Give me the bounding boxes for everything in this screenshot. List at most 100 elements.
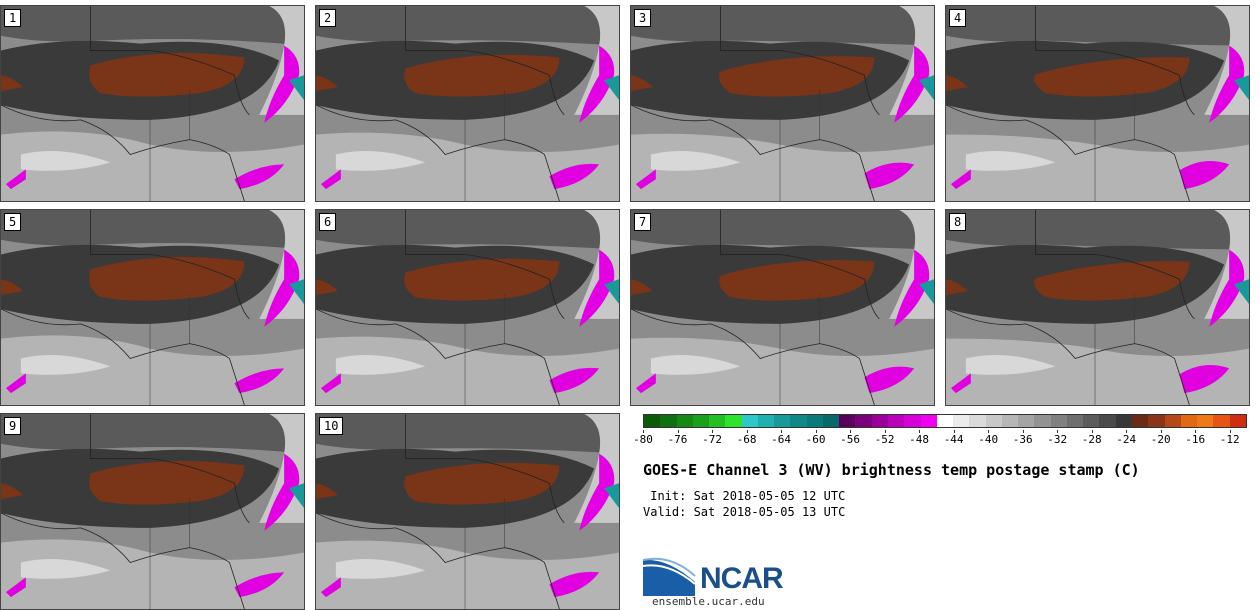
colorbar [643,414,1247,428]
colorbar-swatch [692,415,710,427]
coastline [316,308,560,405]
colorbar-swatch [1066,415,1084,427]
colorbar-tick-mark [884,430,886,433]
colorbar-swatch [871,415,888,427]
colorbar-tick-mark [643,430,644,433]
moist-spot [635,373,656,394]
dry-slot-west [946,75,968,92]
colorbar-swatch [1083,415,1100,427]
cold-cloud-top [919,75,934,101]
mid-layer [316,210,619,250]
light-patch [20,354,111,375]
state-border [720,210,880,320]
state-line [1094,90,1136,201]
colorbar-tick-mark [919,430,921,433]
mid-layer [946,6,1249,46]
colorbar-tick-label: -28 [1081,433,1102,446]
colorbar-swatch [1197,415,1214,427]
state-line [1094,294,1136,405]
moist-plume-east [579,249,615,327]
colorbar-tick-label: -24 [1116,433,1137,446]
colorbar-swatch [985,415,1002,427]
colorbar-swatch [1148,415,1165,427]
colorbar-tick-mark [1229,430,1231,433]
dry-slot-west [631,75,653,92]
init-time: Init: Sat 2018-05-05 12 UTC [643,489,846,503]
panel-label: 4 [949,9,967,27]
cold-cloud-top [1234,279,1249,305]
coastline [1,104,245,201]
mid-layer [631,210,934,250]
colorbar-tick-label: -80 [633,433,653,446]
coastline [631,104,875,201]
wv-map [1,210,304,405]
colorbar-swatch [887,415,905,427]
colorbar-tick-label: -44 [943,433,964,446]
panel-8: 8 [945,209,1250,406]
cold-cloud-top [1234,75,1249,101]
colorbar-tick-label: -60 [805,433,826,446]
cold-cloud-top [289,75,304,101]
lower-gray [316,132,619,201]
cold-cloud-top [289,483,304,509]
coastline [1,308,245,405]
moist-plume-south [234,572,285,598]
state-line [779,90,821,201]
colorbar-tick-label: -12 [1219,433,1240,446]
lower-gray [1,335,304,405]
state-border [90,210,250,320]
panel-4: 4 [945,5,1250,202]
colorbar-tick-mark [815,430,817,433]
state-border [405,6,565,116]
dry-slot [1034,57,1190,97]
panel-9: 9 [0,413,305,610]
colorbar-tick-label: -32 [1047,433,1068,446]
panel-1: 1 [0,5,305,202]
colorbar-swatch [920,415,937,427]
wv-map [316,6,619,201]
moist-plume-east [264,249,300,327]
colorbar-tick-label: -68 [736,433,757,446]
colorbar-swatch [1164,415,1181,427]
state-border [405,210,565,320]
cold-cloud-top [604,483,619,509]
panel-label: 6 [319,213,337,231]
colorbar-swatch [676,415,693,427]
colorbar-tick-label: -52 [874,433,895,446]
colorbar-swatch [757,415,775,427]
colorbar-swatch [969,415,986,427]
colorbar-tick-label: -20 [1150,433,1171,446]
lower-gray [631,337,934,405]
colorbar-swatch [822,415,840,427]
moist-plume-south [1179,365,1230,394]
colorbar-tick-mark [988,430,990,433]
light-patch [335,150,426,171]
lower-gray [946,134,1249,201]
wv-map [631,6,934,201]
colorbar-swatch [1180,415,1198,427]
panel-10: 10 [315,413,620,610]
moist-plume-south [864,162,915,190]
colorbar-tick-label: -40 [978,433,999,446]
colorbar-swatch [1034,415,1051,427]
moist-plume-east [1209,249,1245,327]
state-border [90,6,250,116]
mid-layer [316,6,619,46]
dry-slot [719,56,875,97]
ncar-logo-icon [643,557,696,596]
panel-label: 1 [4,9,22,27]
dry-slot [1034,261,1190,301]
dry-slot-west [1,75,23,92]
moist-spot [5,577,26,598]
moist-spot [950,373,971,394]
colorbar-swatch [660,415,677,427]
colorbar-tick-mark [1126,430,1128,433]
colorbar-swatch [1050,415,1067,427]
state-line [779,294,821,405]
coastline [1,512,245,609]
colorbar-swatch [1131,415,1149,427]
light-patch [965,150,1056,171]
dry-slot [404,462,560,505]
moist-plume-south [549,163,600,190]
colorbar-swatch [644,415,661,427]
